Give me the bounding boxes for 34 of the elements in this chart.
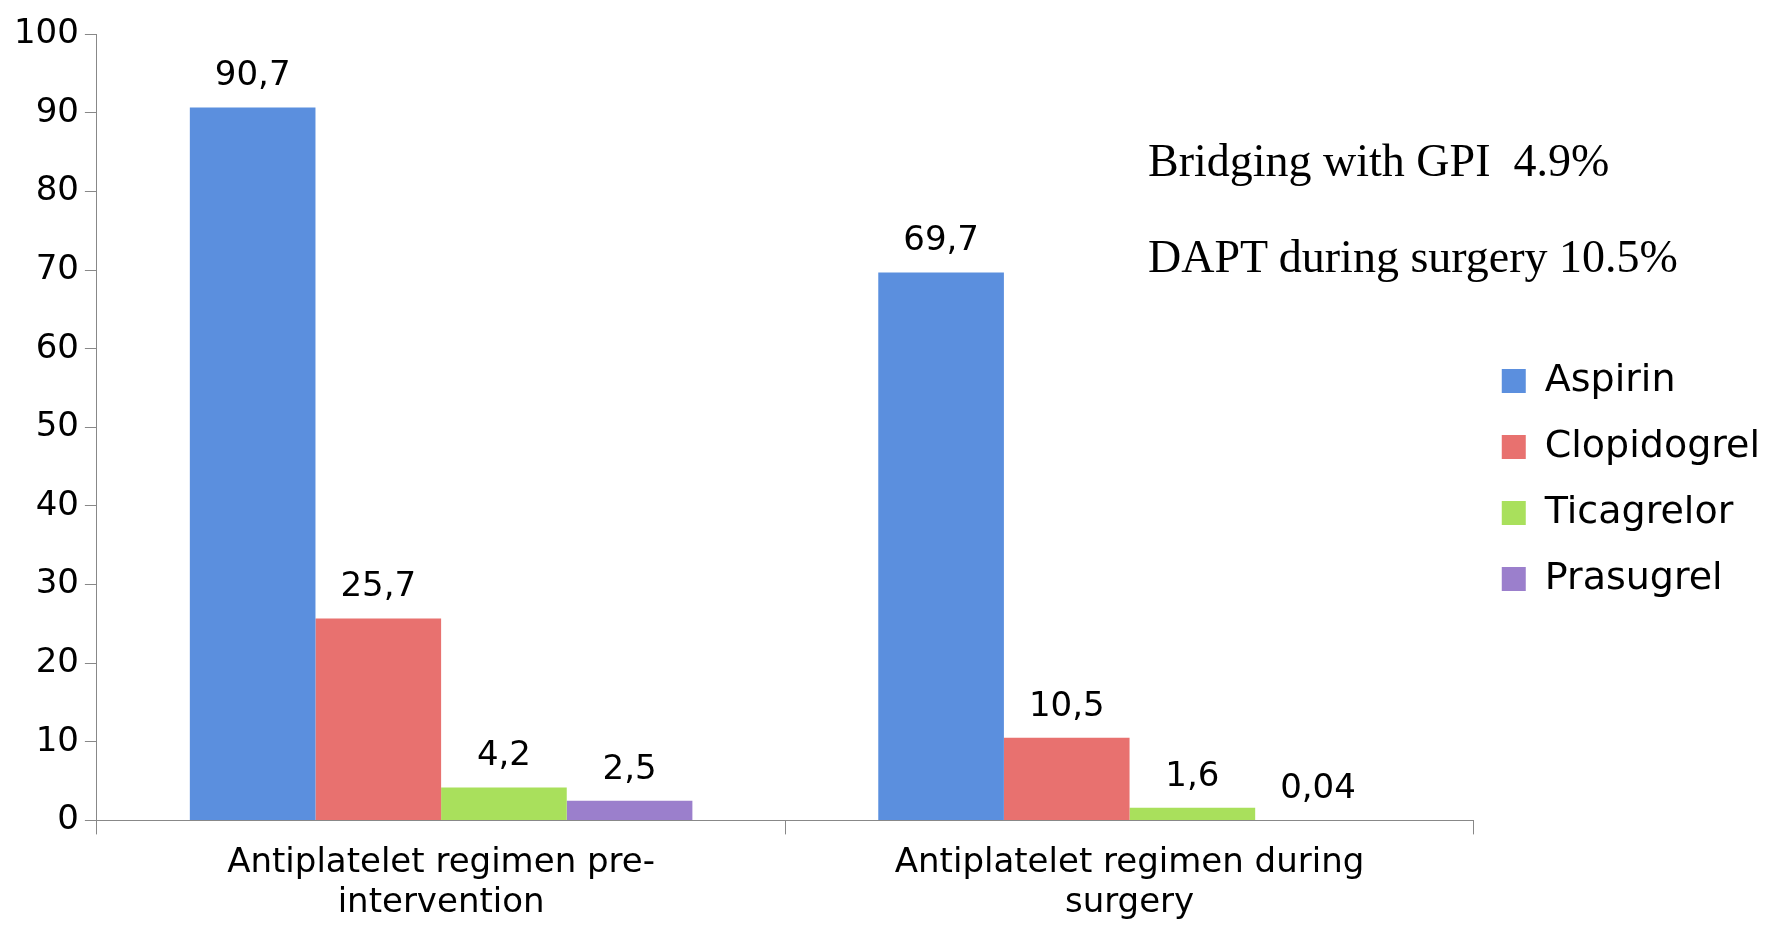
y-tick-label: 100 [13, 11, 79, 52]
y-tick-label: 40 [35, 482, 79, 523]
data-label: 4,2 [476, 733, 531, 774]
data-label: 1,6 [1165, 753, 1220, 794]
data-label: 25,7 [340, 564, 417, 605]
annotation: Bridging with GPI 4.9% [1148, 135, 1610, 186]
legend-label: Clopidogrel [1544, 421, 1760, 466]
y-tick-label: 20 [35, 640, 79, 681]
data-label: 0,04 [1280, 765, 1356, 806]
bar [189, 107, 316, 820]
legend-label: Aspirin [1544, 355, 1676, 400]
y-tick-label: 80 [35, 168, 79, 209]
data-label: 2,5 [602, 746, 657, 787]
y-tick-label: 10 [35, 718, 79, 759]
data-label: 10,5 [1028, 683, 1105, 724]
y-tick-label: 30 [35, 561, 79, 602]
bar [1003, 737, 1130, 820]
x-tick-label: Antiplatelet regimen pre-intervention [227, 839, 655, 921]
y-tick-label: 50 [35, 404, 79, 445]
bar [566, 800, 693, 820]
bar [441, 787, 567, 820]
bar [878, 272, 1004, 820]
y-tick-label: 0 [57, 797, 79, 838]
x-tick-label: Antiplatelet regimen during surgery [894, 839, 1365, 921]
annotation: DAPT during surgery 10.5% [1148, 231, 1678, 282]
y-tick-label: 70 [35, 247, 79, 288]
y-tick-label: 60 [35, 325, 79, 366]
bar [1129, 807, 1256, 820]
y-tick-label: 90 [35, 89, 79, 130]
legend-label: Ticagrelor [1543, 487, 1734, 532]
data-label: 69,7 [903, 218, 979, 259]
bar [315, 618, 442, 820]
data-label: 90,7 [214, 53, 291, 94]
legend-label: Prasugrel [1544, 553, 1723, 598]
